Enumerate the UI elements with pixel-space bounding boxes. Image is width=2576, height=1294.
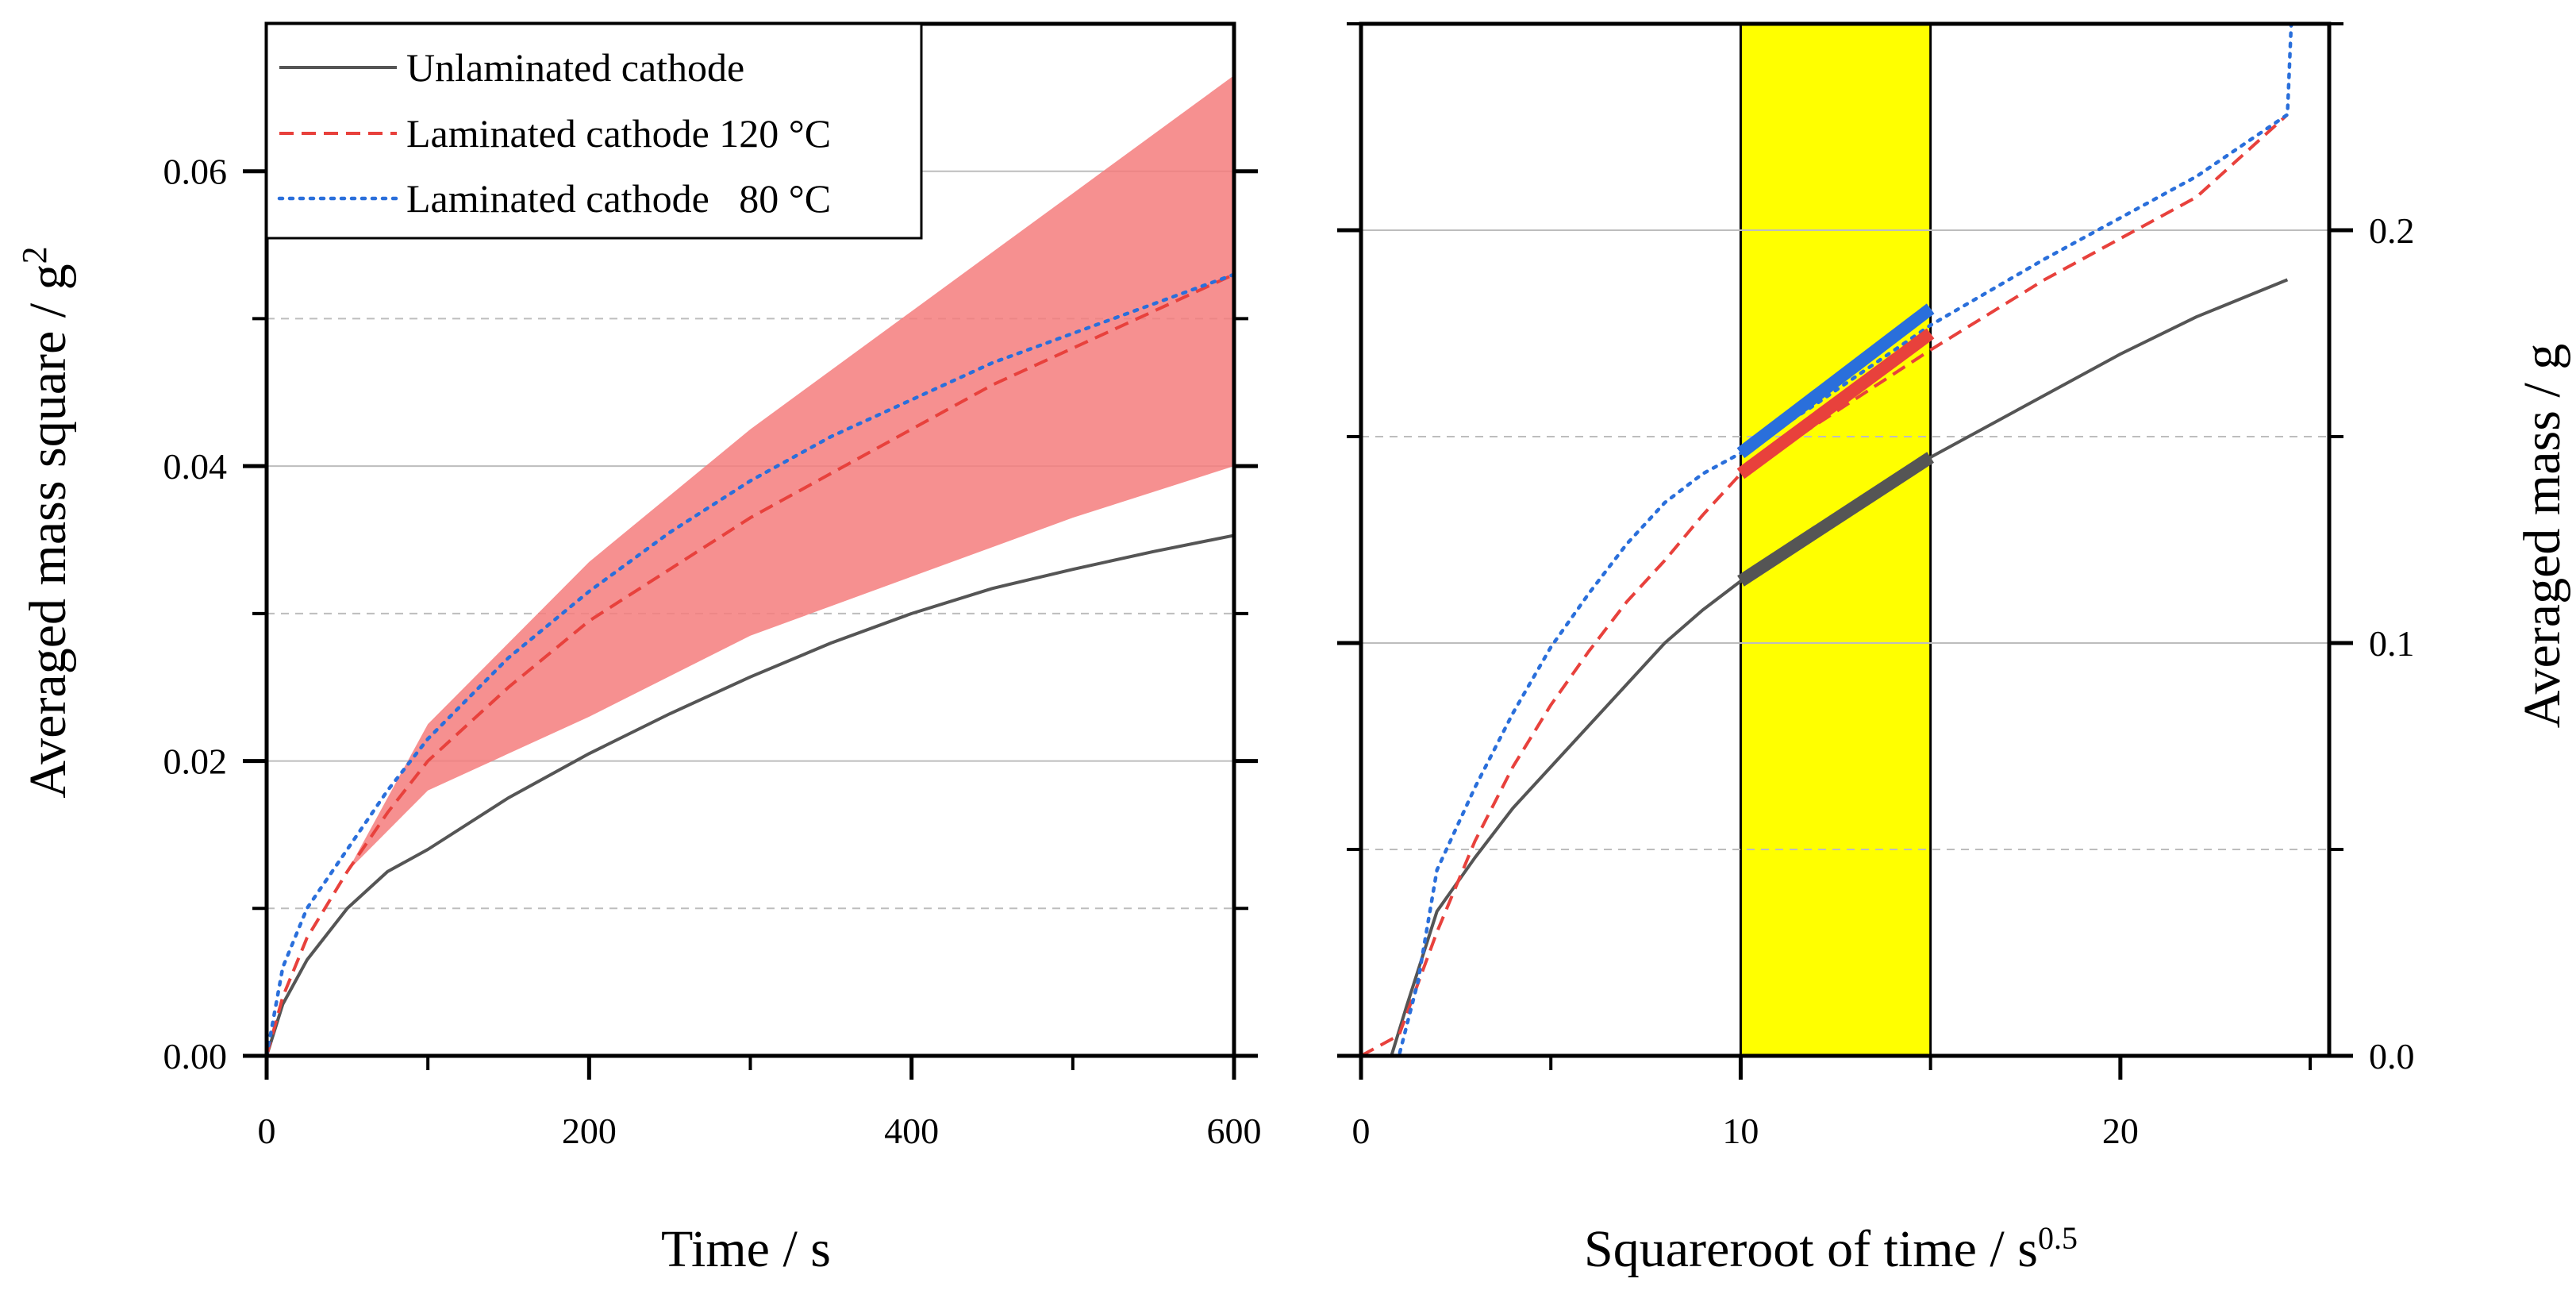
right-fit-segment-0 <box>1736 303 1935 459</box>
right-plot-frame <box>1359 21 2332 1058</box>
left-y-tick-label-2: 0.04 <box>163 446 228 487</box>
left-x-tick-label-3: 600 <box>1207 1111 1262 1151</box>
right-y-tick-label-2: 0.2 <box>2369 210 2415 251</box>
right-series-line-0 <box>1361 278 2289 1057</box>
right-fit-segments <box>1736 303 1935 587</box>
left-band <box>347 75 1234 872</box>
left-ticks: 0 200 400 600 0.00 0.02 0.04 0.06 <box>163 152 1262 1151</box>
legend-label-80c: Laminated cathode 80 °C <box>406 176 831 221</box>
right-y-tick-label-1: 0.1 <box>2369 623 2415 664</box>
right-y-axis-title: Averaged mass / g <box>2513 344 2571 728</box>
right-x-tick-label-2: 20 <box>2102 1111 2139 1151</box>
left-y-tick-label-0: 0.00 <box>163 1036 228 1076</box>
left-y-axis-title-main: Averaged mass square / g <box>19 264 77 798</box>
highlight-region-rect <box>1739 22 1932 1057</box>
legend-label-unlaminated: Unlaminated cathode <box>406 45 744 90</box>
left-y-axis-title: Averaged mass square / g2 <box>15 246 78 798</box>
left-y-tick-label-1: 0.02 <box>163 741 228 782</box>
legend-box <box>265 22 923 240</box>
left-x-tick-label-0: 0 <box>258 1111 276 1151</box>
legend: Unlaminated cathode Laminated cathode 12… <box>265 22 923 240</box>
right-x-tick-label-0: 0 <box>1352 1111 1371 1151</box>
right-y-tick-label-0: 0.0 <box>2369 1036 2415 1076</box>
left-series-line-1 <box>265 272 1235 1057</box>
right-panel: 0 10 20 0.0 0.1 0.2 Squareroot of time / s0.5… <box>1337 21 2571 1279</box>
right-fit-segment-2 <box>1737 452 1935 587</box>
right-axes <box>1359 21 2332 1058</box>
left-x-tick-label-1: 200 <box>562 1111 617 1151</box>
legend-label-120c: Laminated cathode 120 °C <box>406 111 831 156</box>
left-y-tick-label-3: 0.06 <box>163 152 228 192</box>
right-x-axis-title-main: Squareroot of time / s <box>1584 1220 2038 1278</box>
right-x-tick-label-1: 10 <box>1722 1111 1759 1151</box>
left-series-line-0 <box>265 533 1235 1057</box>
left-panel: 0 200 400 600 0.00 0.02 0.04 0.06 Unlaminated c… <box>15 21 1262 1278</box>
right-x-axis-title: Squareroot of time / s0.5 <box>1584 1220 2078 1279</box>
right-ticks: 0 10 20 0.0 0.1 0.2 <box>1337 22 2415 1151</box>
left-error-band <box>347 75 1234 872</box>
left-y-axis-title-superscript: 2 <box>15 246 54 264</box>
right-fit-segment-1 <box>1736 328 1935 479</box>
left-series <box>264 272 1236 1058</box>
right-x-axis-title-superscript: 0.5 <box>2038 1220 2078 1256</box>
left-x-tick-label-2: 400 <box>884 1111 939 1151</box>
left-series-line-2 <box>264 272 1236 1058</box>
right-series-line-1 <box>1360 113 2289 1057</box>
highlight-region <box>1739 22 1932 1057</box>
left-x-axis-title: Time / s <box>661 1220 831 1278</box>
right-series <box>1359 21 2293 1058</box>
right-series-line-2 <box>1359 21 2293 1058</box>
